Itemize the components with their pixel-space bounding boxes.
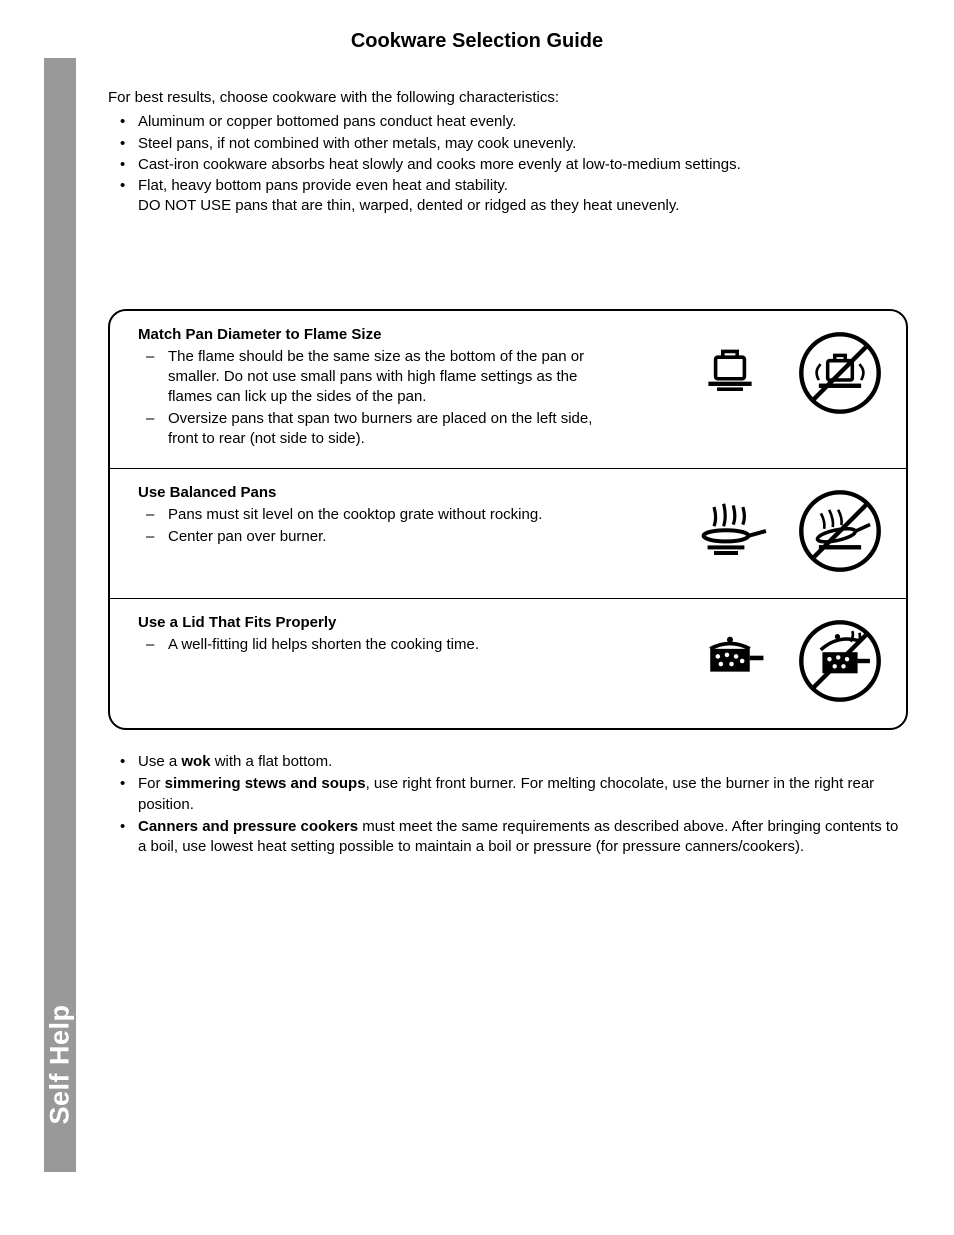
pan-level-icon [686, 487, 774, 575]
section-item: The flame should be the same size as the… [168, 347, 618, 408]
section-item: Center pan over burner. [168, 527, 618, 547]
bottom-bullet: Canners and pressure cookers must meet t… [138, 817, 908, 858]
sidebar-tab: Self Help [44, 58, 76, 1172]
guidance-box: Match Pan Diameter to Flame Size The fla… [108, 309, 908, 731]
intro-bullet: Steel pans, if not combined with other m… [138, 134, 908, 154]
intro-bullet: Flat, heavy bottom pans provide even hea… [138, 176, 908, 217]
pan-tilted-no-icon [796, 487, 884, 575]
section-heading: Use a Lid That Fits Properly [138, 613, 674, 633]
intro-bullets: Aluminum or copper bottomed pans conduct… [108, 112, 908, 216]
page-title: Cookware Selection Guide [0, 30, 954, 53]
bottom-notes: Use a wok with a flat bottom. For simmer… [108, 752, 908, 857]
box-section-lid: Use a Lid That Fits Properly A well-fitt… [110, 598, 906, 728]
section-item: A well-fitting lid helps shorten the coo… [168, 635, 618, 655]
sidebar-label: Self Help [45, 1004, 76, 1124]
section-item: Pans must sit level on the cooktop grate… [168, 505, 618, 525]
box-section-balanced: Use Balanced Pans Pans must sit level on… [110, 468, 906, 598]
box-section-flame: Match Pan Diameter to Flame Size The fla… [110, 311, 906, 469]
section-item: Oversize pans that span two burners are … [168, 409, 618, 450]
pot-lid-loose-no-icon [796, 617, 884, 705]
pot-on-burner-icon [686, 329, 774, 417]
content-area: For best results, choose cookware with t… [108, 88, 908, 859]
intro-lead: For best results, choose cookware with t… [108, 88, 908, 108]
section-heading: Match Pan Diameter to Flame Size [138, 325, 674, 345]
section-heading: Use Balanced Pans [138, 483, 674, 503]
pot-lid-fit-icon [686, 617, 774, 705]
intro-bullet: Cast-iron cookware absorbs heat slowly a… [138, 155, 908, 175]
intro-bullet: Aluminum or copper bottomed pans conduct… [138, 112, 908, 132]
pot-flame-overshoot-no-icon [796, 329, 884, 417]
bottom-bullet: For simmering stews and soups, use right… [138, 774, 908, 815]
bottom-bullet: Use a wok with a flat bottom. [138, 752, 908, 772]
